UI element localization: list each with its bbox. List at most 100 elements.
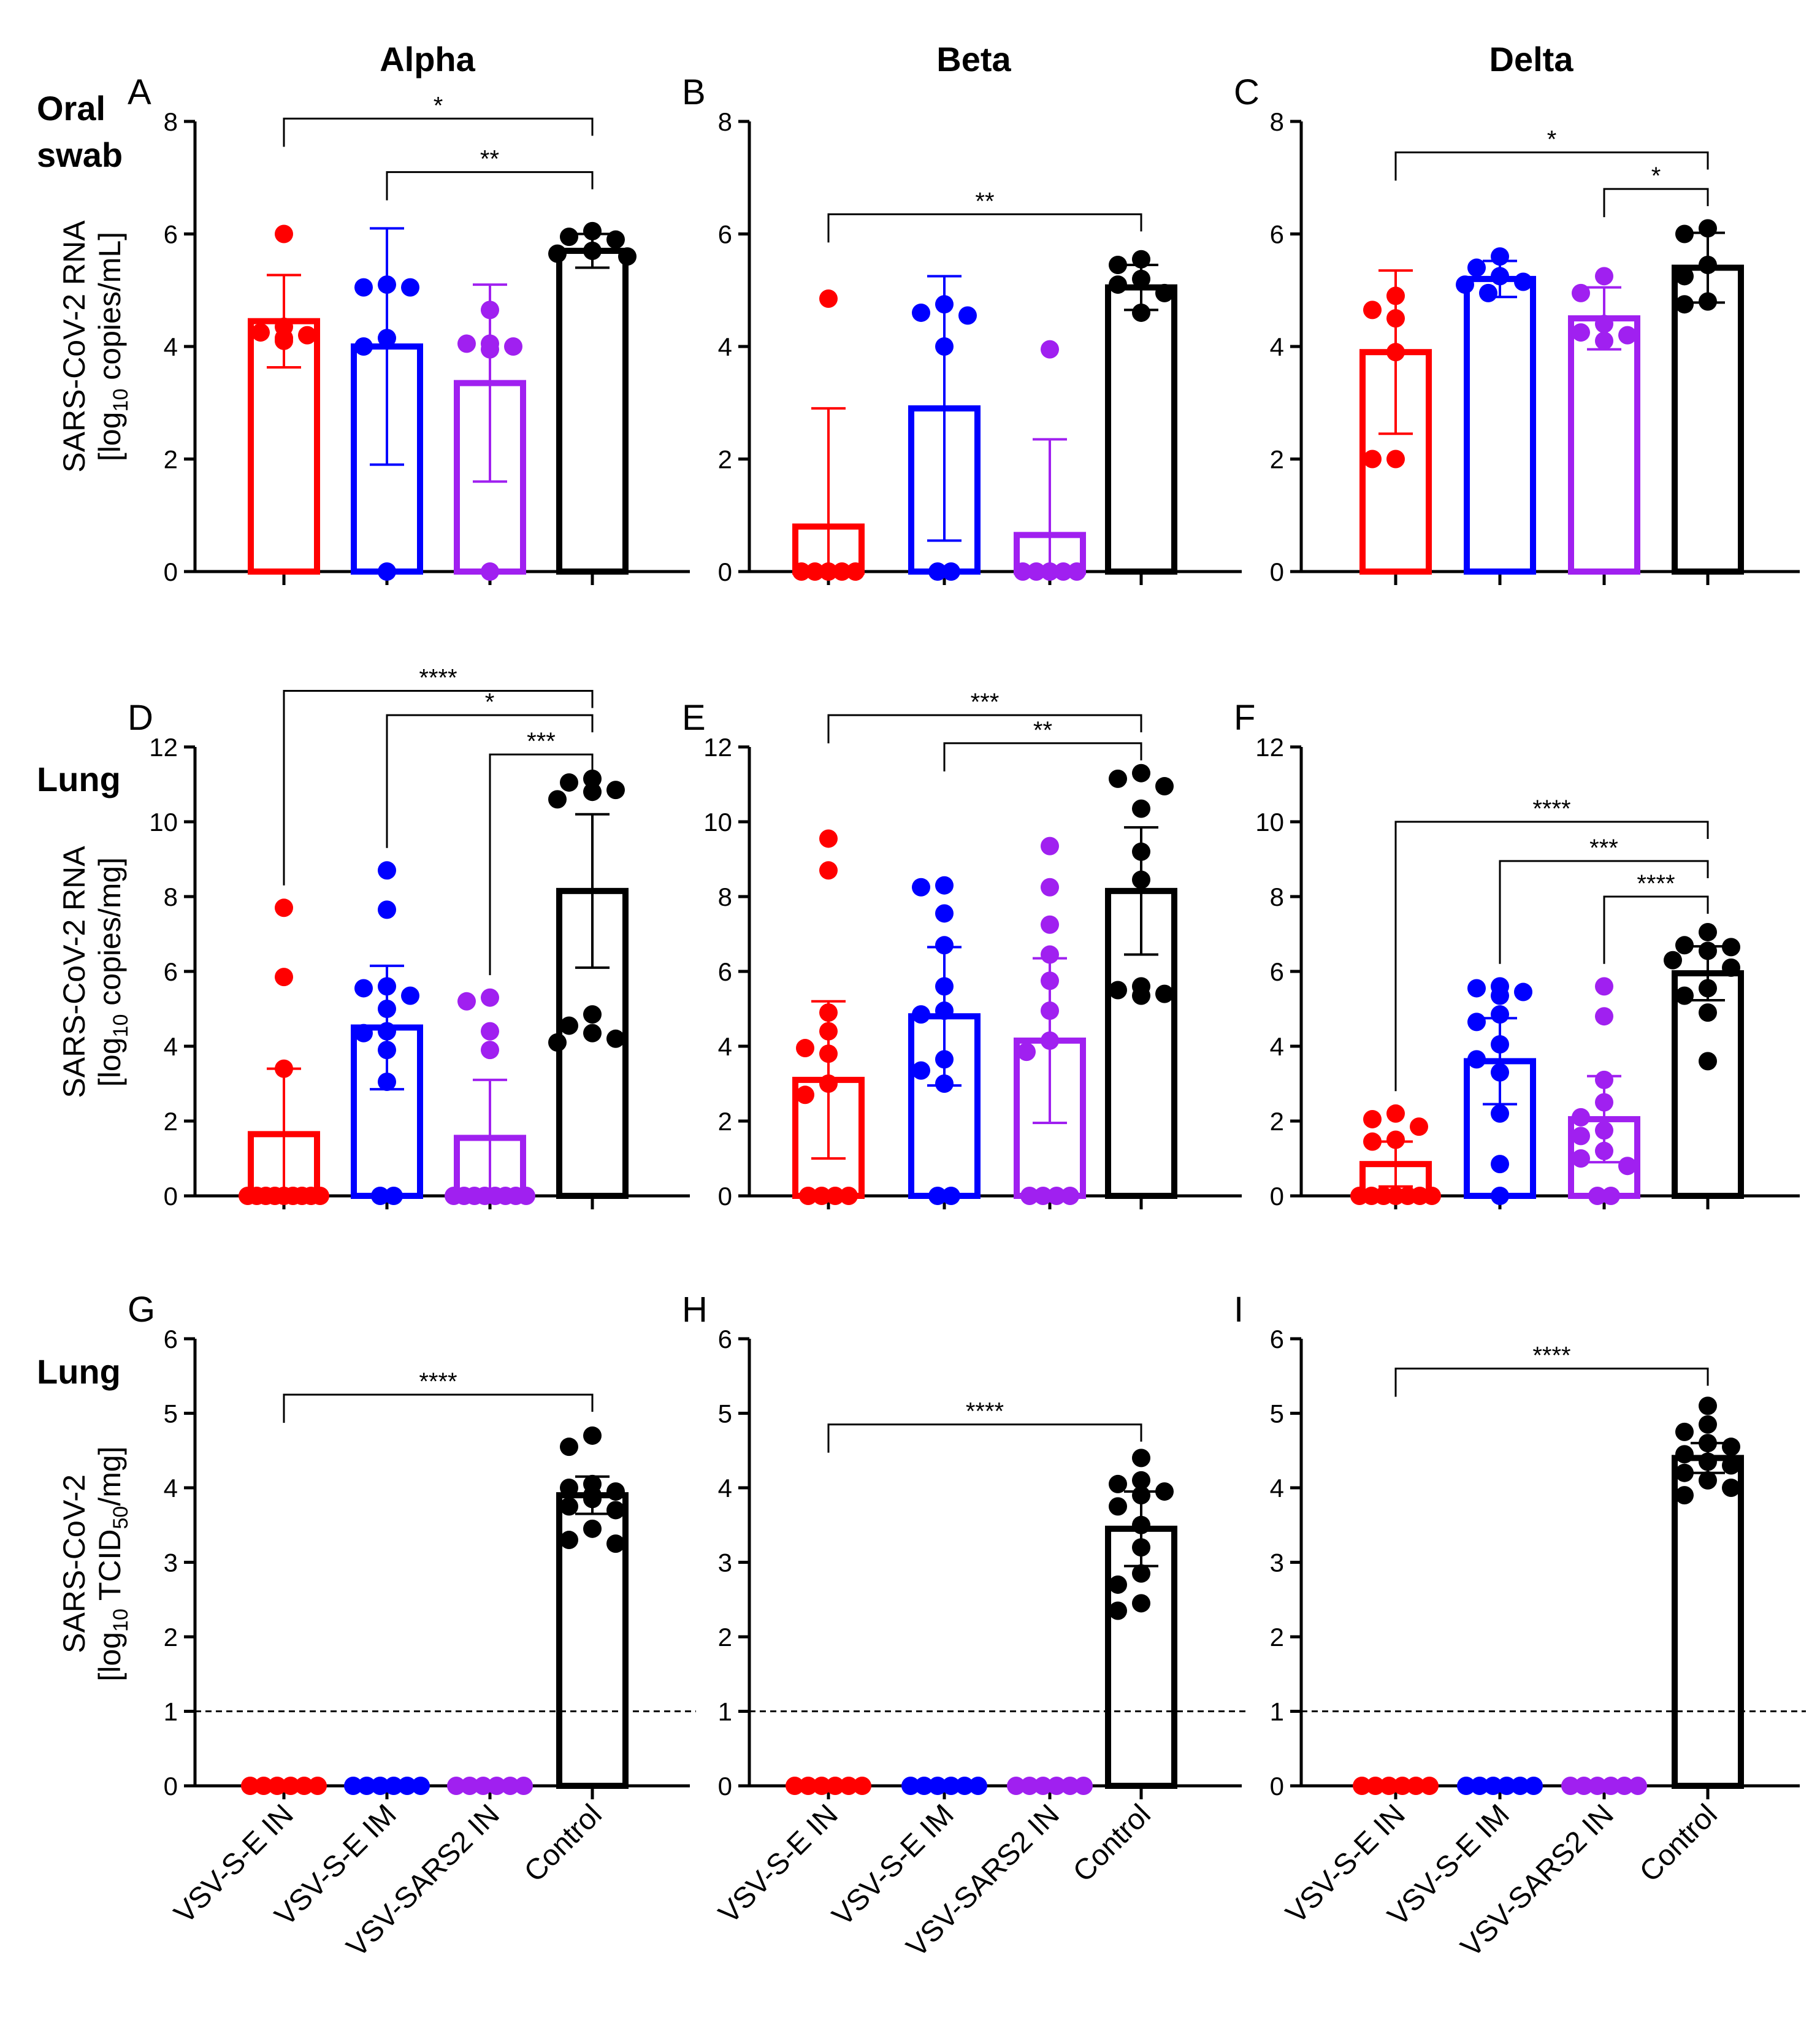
- data-point: [1511, 1777, 1529, 1795]
- data-point: [583, 1005, 602, 1024]
- data-point: [806, 562, 824, 581]
- significance-bracket: [1499, 860, 1709, 964]
- y-tick-label: 0: [718, 1182, 732, 1211]
- data-point: [928, 562, 947, 581]
- data-point: [378, 329, 396, 348]
- y-tick-label: 8: [718, 107, 732, 136]
- data-point: [935, 1050, 954, 1069]
- data-point: [1699, 255, 1717, 274]
- data-point: [912, 1005, 930, 1024]
- data-point: [1572, 283, 1590, 302]
- data-point: [1470, 1777, 1489, 1795]
- y-label-line1: SARS-CoV-2 RNA: [57, 220, 91, 473]
- data-point: [517, 1187, 535, 1205]
- y-tick-label: 6: [1270, 220, 1284, 249]
- data-point: [1588, 1187, 1607, 1205]
- data-point: [819, 1074, 838, 1093]
- data-point: [1132, 1564, 1150, 1583]
- significance-bracket: [943, 742, 1142, 771]
- panel-label: C: [1234, 72, 1260, 112]
- data-point: [354, 1024, 373, 1043]
- y-tick-label: 0: [718, 557, 732, 586]
- data-point: [1722, 938, 1740, 957]
- data-point: [378, 1072, 396, 1091]
- significance-label: ****: [1532, 795, 1570, 822]
- y-axis-label-row-0: SARS-CoV-2 RNA [log10 copies/mL]: [57, 220, 132, 473]
- y-label-part: copies/mg]: [93, 857, 127, 1014]
- data-point: [935, 1074, 954, 1093]
- data-point: [1675, 295, 1694, 314]
- data-point: [378, 1041, 396, 1060]
- y-tick-label: 6: [718, 220, 732, 249]
- data-point: [1047, 1777, 1066, 1795]
- y-tick-label: 1: [718, 1698, 732, 1726]
- data-point: [583, 769, 602, 788]
- significance-label: *: [434, 92, 443, 119]
- data-point: [1595, 1141, 1613, 1160]
- data-point: [1109, 1575, 1127, 1594]
- data-point: [1132, 1538, 1150, 1557]
- significance-bracket: [1603, 895, 1709, 964]
- data-point: [786, 1777, 804, 1795]
- y-tick-label: 2: [718, 1623, 732, 1652]
- y-tick-label: 4: [164, 332, 178, 361]
- data-point: [1386, 450, 1405, 469]
- data-point: [1675, 267, 1694, 286]
- data-point: [1420, 1777, 1439, 1795]
- data-point: [1014, 562, 1032, 581]
- y-label-part: [log: [93, 1632, 127, 1682]
- data-point: [1467, 1012, 1486, 1032]
- data-point: [1699, 292, 1717, 311]
- significance-label: ****: [1637, 870, 1675, 897]
- data-point: [275, 331, 293, 350]
- column-title-delta: Delta: [1489, 40, 1574, 78]
- data-point: [488, 1777, 506, 1795]
- data-point: [1602, 1777, 1620, 1795]
- data-point: [1061, 1187, 1079, 1205]
- panel-label: I: [1234, 1290, 1244, 1330]
- row-title-0-line2: swab: [37, 136, 123, 174]
- y-tick-label: 10: [149, 808, 178, 836]
- data-point: [819, 861, 838, 880]
- y-label-part: copies/mL]: [93, 232, 127, 389]
- significance-label: **: [975, 188, 994, 215]
- data-point: [398, 1777, 416, 1795]
- y-tick-label: 6: [1270, 957, 1284, 986]
- data-point: [1155, 777, 1174, 796]
- data-point: [401, 278, 419, 297]
- y-tick-label: 8: [1270, 882, 1284, 911]
- x-category-label: Control: [518, 1798, 608, 1888]
- significance-label: ****: [419, 665, 457, 692]
- data-point: [560, 1016, 578, 1035]
- data-point: [583, 1024, 602, 1043]
- data-point: [1491, 267, 1509, 286]
- data-point: [1467, 258, 1486, 277]
- data-point: [1491, 1035, 1509, 1054]
- y-tick-label: 8: [1270, 107, 1284, 136]
- data-point: [354, 979, 373, 998]
- data-point: [1675, 1445, 1694, 1464]
- y-label-line2: [log10 copies/mL]: [93, 232, 132, 461]
- data-point: [799, 1777, 817, 1795]
- significance-bracket: [386, 714, 594, 848]
- y-tick-label: 6: [164, 957, 178, 986]
- data-point: [1034, 1187, 1052, 1205]
- data-point: [1155, 984, 1174, 1003]
- data-point: [295, 1777, 313, 1795]
- data-point: [1132, 269, 1150, 288]
- significance-bracket: [386, 171, 594, 201]
- y-tick-label: 6: [718, 1325, 732, 1353]
- panel-C: C 0 2 4 6 8 * *: [1234, 72, 1800, 586]
- data-point: [1132, 1449, 1150, 1468]
- y-tick-label: 5: [1270, 1399, 1284, 1428]
- data-point: [401, 986, 419, 1005]
- data-point: [378, 562, 396, 581]
- data-point: [796, 1039, 814, 1058]
- data-point: [378, 861, 396, 880]
- y-tick-label: 2: [164, 445, 178, 474]
- y-tick-label: 2: [1270, 445, 1284, 474]
- data-point: [1602, 1187, 1620, 1205]
